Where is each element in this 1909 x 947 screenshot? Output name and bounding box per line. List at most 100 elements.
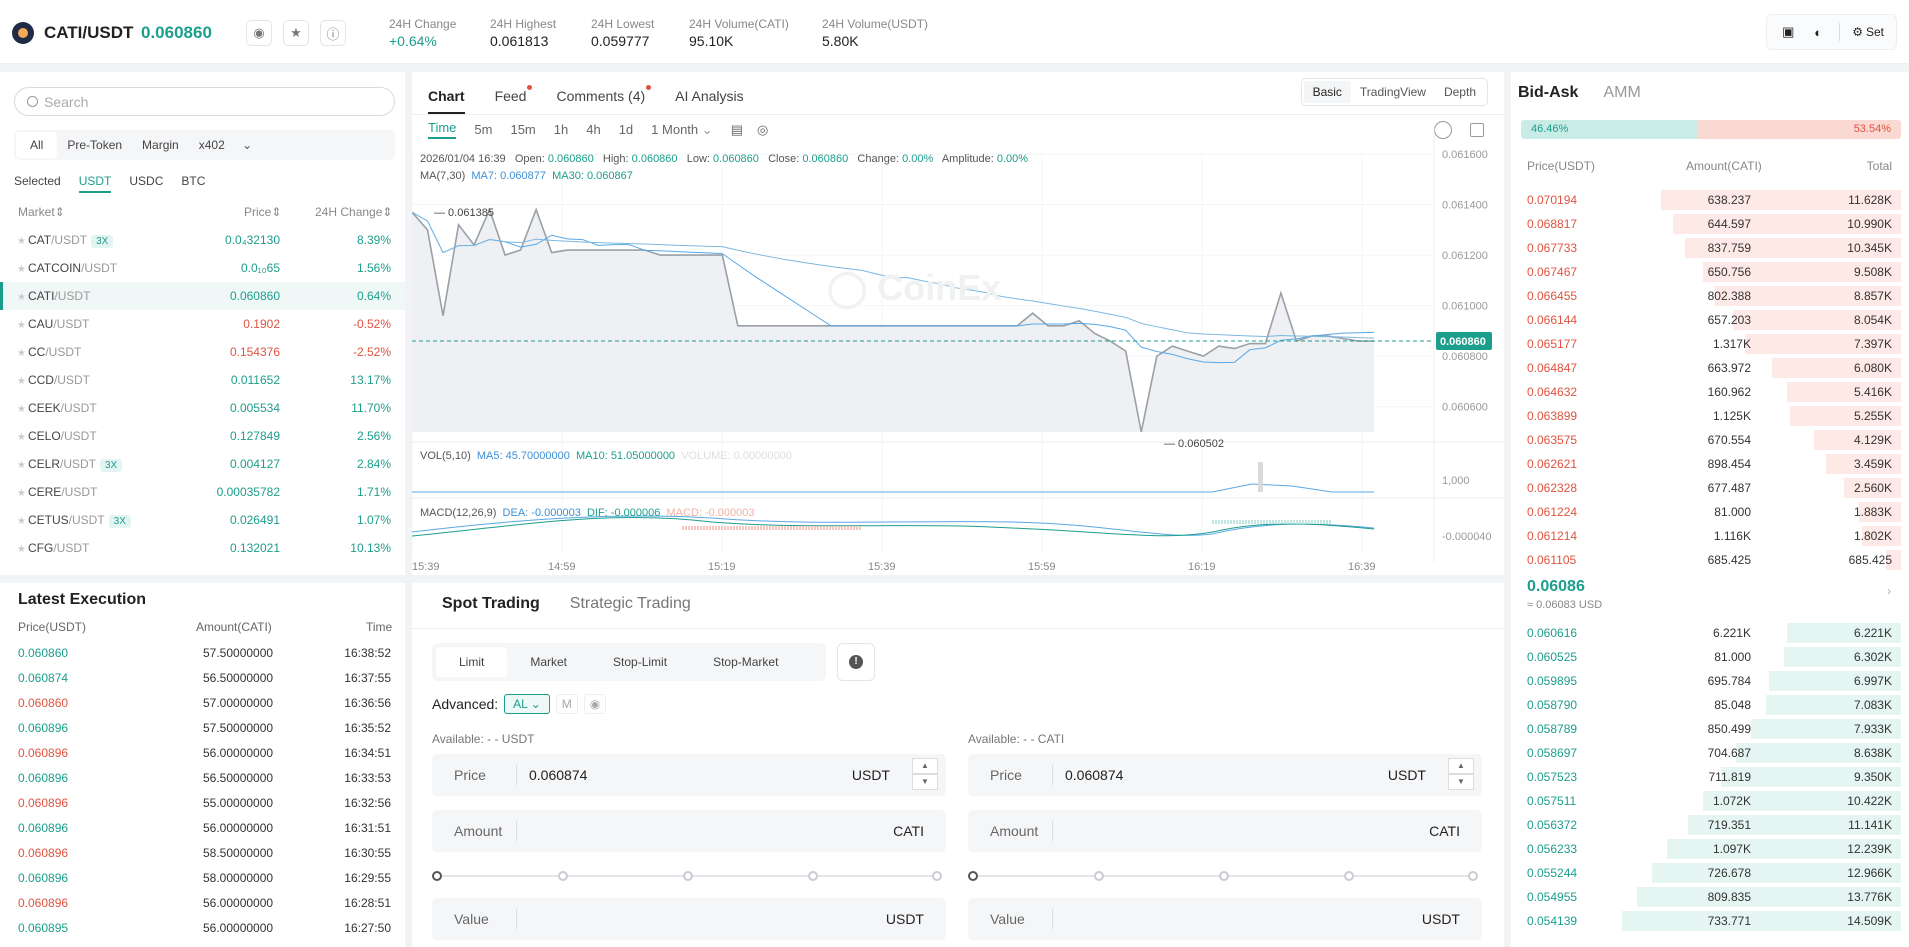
bid-row[interactable]: 0.060525 81.000 6.302K — [1511, 645, 1909, 669]
slider-step[interactable] — [1468, 871, 1478, 881]
order-info-button[interactable]: ! — [837, 643, 875, 681]
ask-row[interactable]: 0.065177 1.317K 7.397K — [1511, 332, 1909, 356]
network-icon[interactable]: ◉ — [246, 20, 272, 46]
indicator-icon[interactable]: ▤ — [730, 121, 743, 137]
bid-row[interactable]: 0.056372 719.351 11.141K — [1511, 813, 1909, 837]
price-stepper[interactable]: ▲ ▼ — [912, 758, 938, 792]
market-row[interactable]: ★ CFG/USDT 0.132021 10.13% — [0, 534, 405, 562]
buy-amount-slider[interactable] — [432, 869, 946, 883]
ask-row[interactable]: 0.061224 81.000 1.883K — [1511, 500, 1909, 524]
star-icon[interactable]: ★ — [17, 404, 26, 415]
star-icon[interactable]: ★ — [17, 460, 26, 471]
slider-step[interactable] — [1344, 871, 1354, 881]
filter-margin[interactable]: Margin — [142, 138, 179, 152]
ask-row[interactable]: 0.064847 663.972 6.080K — [1511, 356, 1909, 380]
bid-row[interactable]: 0.058790 85.048 7.083K — [1511, 693, 1909, 717]
pair-name[interactable]: CATI/USDT — [44, 23, 134, 42]
fullscreen-icon[interactable] — [1470, 123, 1484, 137]
tf-1h[interactable]: 1h — [553, 122, 569, 137]
stepper-down-icon[interactable]: ▼ — [912, 774, 938, 790]
slider-step[interactable] — [1094, 871, 1104, 881]
tab-amm[interactable]: AMM — [1603, 84, 1641, 101]
tab-usdt[interactable]: USDT — [78, 174, 112, 193]
view-tradingview[interactable]: TradingView — [1359, 85, 1426, 99]
ask-row[interactable]: 0.064632 160.962 5.416K — [1511, 380, 1909, 404]
stepper-down-icon[interactable]: ▼ — [1448, 774, 1474, 790]
guide-book-icon[interactable]: ▣ — [1782, 24, 1795, 39]
tf-15m[interactable]: 15m — [510, 122, 536, 137]
tf-5m[interactable]: 5m — [474, 122, 493, 137]
slider-step[interactable] — [558, 871, 568, 881]
stepper-up-icon[interactable]: ▲ — [1448, 758, 1474, 774]
col-market[interactable]: Market⇕ — [18, 205, 65, 219]
bid-row[interactable]: 0.055244 726.678 12.966K — [1511, 861, 1909, 885]
ask-row[interactable]: 0.062328 677.487 2.560K — [1511, 476, 1909, 500]
market-row[interactable]: ★ CAU/USDT 0.1902 -0.52% — [0, 310, 405, 338]
tab-feed[interactable]: Feed — [495, 85, 533, 104]
order-stop-market[interactable]: Stop-Market — [713, 655, 779, 669]
ask-row[interactable]: 0.068817 644.597 10.990K — [1511, 212, 1909, 236]
filter-all[interactable]: All — [16, 132, 58, 158]
advanced-m-option[interactable]: M — [555, 694, 578, 714]
sell-price-field[interactable]: Price 0.060874 USDT ▲ ▼ — [968, 754, 1482, 796]
tab-selected[interactable]: Selected — [14, 174, 61, 188]
price-chart[interactable]: 0.061600 0.061400 0.061200 0.061000 0.060800… — [412, 72, 1504, 575]
slider-step[interactable] — [808, 871, 818, 881]
market-row[interactable]: ★ CELO/USDT 0.127849 2.56% — [0, 422, 405, 450]
sell-amount-slider[interactable] — [968, 869, 1482, 883]
star-icon[interactable]: ★ — [17, 376, 26, 387]
advanced-al-select[interactable]: AL ⌄ — [504, 694, 550, 714]
market-row[interactable]: ★ CELR/USDT 3X 0.004127 2.84% — [0, 450, 405, 478]
bid-row[interactable]: 0.057523 711.819 9.350K — [1511, 765, 1909, 789]
bid-row[interactable]: 0.060616 6.221K 6.221K — [1511, 621, 1909, 645]
buy-price-value[interactable]: 0.060874 — [529, 767, 588, 783]
col-change[interactable]: 24H Change⇕ — [315, 205, 393, 219]
tf-1month[interactable]: 1 Month ⌄ — [651, 122, 713, 138]
tab-strategic-trading[interactable]: Strategic Trading — [569, 595, 691, 612]
ask-row[interactable]: 0.062621 898.454 3.459K — [1511, 452, 1909, 476]
market-row[interactable]: ★ CETUS/USDT 3X 0.026491 1.07% — [0, 506, 405, 534]
star-icon[interactable]: ★ — [17, 488, 26, 499]
favorite-star-icon[interactable]: ★ — [283, 20, 309, 46]
tab-btc[interactable]: BTC — [181, 174, 206, 188]
order-limit[interactable]: Limit — [436, 647, 508, 677]
ask-row[interactable]: 0.070194 638.237 11.628K — [1511, 188, 1909, 212]
sell-value-field[interactable]: Value USDT — [968, 898, 1482, 940]
price-stepper[interactable]: ▲ ▼ — [1448, 758, 1474, 792]
tab-chart[interactable]: Chart — [428, 88, 465, 114]
filter-pre-token[interactable]: Pre-Token — [67, 138, 123, 152]
market-row[interactable]: ★ CEEK/USDT 0.005534 11.70% — [0, 394, 405, 422]
view-depth[interactable]: Depth — [1443, 85, 1476, 99]
order-stop-limit[interactable]: Stop-Limit — [613, 655, 668, 669]
bid-row[interactable]: 0.058789 850.499 7.933K — [1511, 717, 1909, 741]
star-icon[interactable]: ★ — [17, 432, 26, 443]
market-row[interactable]: ★ CCD/USDT 0.011652 13.17% — [0, 366, 405, 394]
slider-knob[interactable] — [432, 871, 442, 881]
tab-usdc[interactable]: USDC — [129, 174, 164, 188]
slider-step[interactable] — [683, 871, 693, 881]
star-icon[interactable]: ★ — [17, 516, 26, 527]
col-price[interactable]: Price⇕ — [244, 205, 282, 219]
tab-comments[interactable]: Comments (4) — [556, 85, 652, 104]
tab-spot-trading[interactable]: Spot Trading — [442, 595, 540, 612]
market-row[interactable]: ★ CATCOIN/USDT 0.0₁₀65 1.56% — [0, 254, 405, 282]
tf-time[interactable]: Time — [428, 120, 457, 139]
bid-row[interactable]: 0.056233 1.097K 12.239K — [1511, 837, 1909, 861]
bid-row[interactable]: 0.054139 733.771 14.509K — [1511, 909, 1909, 933]
ask-row[interactable]: 0.061105 685.425 685.425 — [1511, 548, 1909, 572]
star-icon[interactable]: ★ — [17, 292, 26, 303]
star-icon[interactable]: ★ — [17, 348, 26, 359]
bid-row[interactable]: 0.058697 704.687 8.638K — [1511, 741, 1909, 765]
ask-row[interactable]: 0.063899 1.125K 5.255K — [1511, 404, 1909, 428]
eye-icon[interactable]: ◉ — [583, 694, 607, 714]
buy-value-field[interactable]: Value USDT — [432, 898, 946, 940]
filter-x402[interactable]: x402 ⌄ — [189, 132, 262, 158]
stepper-up-icon[interactable]: ▲ — [912, 758, 938, 774]
star-icon[interactable]: ★ — [17, 320, 26, 331]
ask-row[interactable]: 0.066144 657.203 8.054K — [1511, 308, 1909, 332]
buy-amount-field[interactable]: Amount CATI — [432, 810, 946, 852]
order-market[interactable]: Market — [530, 655, 568, 669]
bid-row[interactable]: 0.057511 1.072K 10.422K — [1511, 789, 1909, 813]
tab-bid-ask[interactable]: Bid-Ask — [1518, 84, 1579, 101]
tf-1d[interactable]: 1d — [618, 122, 634, 137]
